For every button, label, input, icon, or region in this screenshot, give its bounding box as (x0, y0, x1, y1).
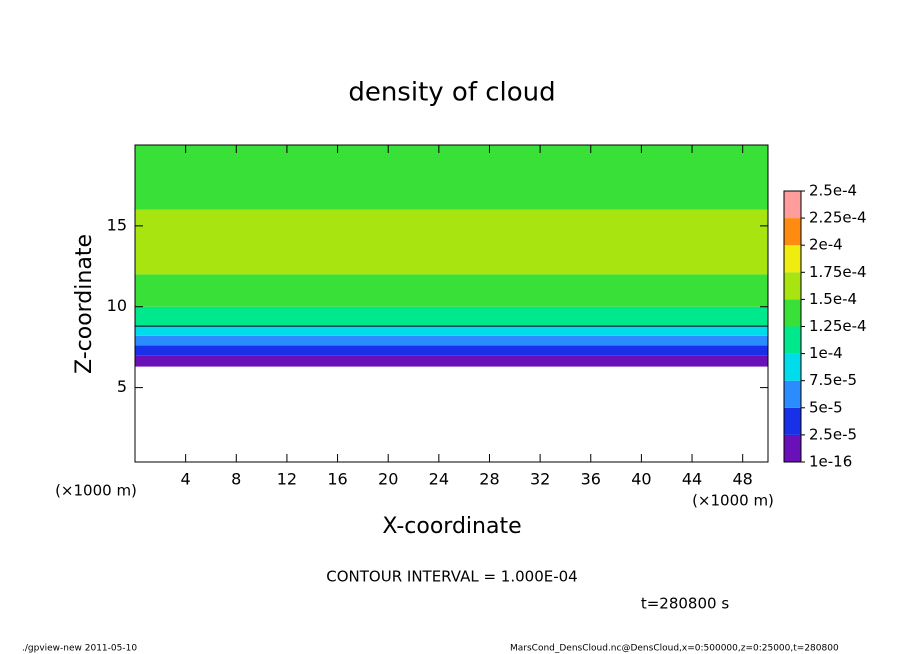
x-axis-label: X-coordinate (382, 514, 521, 539)
colorbar-label: 1.75e-4 (809, 263, 867, 281)
y-unit: (×1000 m) (55, 482, 137, 500)
field-band (135, 145, 768, 210)
colorbar-label: 5e-5 (809, 398, 843, 416)
x-tick-label: 40 (631, 470, 651, 489)
x-tick-label: 44 (682, 470, 702, 489)
colorbar-segment (784, 434, 801, 462)
x-tick-label: 48 (733, 470, 753, 489)
colorbar-segment (784, 245, 801, 273)
colorbar-label: 1e-16 (809, 453, 852, 471)
x-tick-label: 32 (530, 470, 550, 489)
x-tick-label: 24 (429, 470, 449, 489)
plot-frame (134, 144, 769, 463)
footer-right: MarsCond_DensCloud.nc@DensCloud,x=0:5000… (510, 644, 839, 654)
x-tick-label: 8 (231, 470, 241, 489)
field-band (135, 326, 768, 336)
x-unit: (×1000 m) (692, 492, 774, 510)
y-axis-label: Z-coordinate (72, 234, 97, 374)
y-tick-label: 5 (117, 377, 127, 396)
colorbar-label: 1.25e-4 (809, 317, 867, 335)
colorbar-label: 2.5e-4 (809, 182, 857, 200)
y-tick-label: 15 (107, 215, 127, 234)
colorbar-segment (784, 299, 801, 327)
colorbar-label: 1e-4 (809, 344, 843, 362)
x-tick-label: 36 (581, 470, 601, 489)
field-band (135, 345, 768, 356)
colorbar-label: 1.5e-4 (809, 290, 857, 308)
colorbar-segment (784, 353, 801, 381)
x-tick-label: 28 (479, 470, 499, 489)
field-band (135, 209, 768, 275)
footer-left: ./gpview-new 2011-05-10 (22, 644, 137, 654)
colorbar-label: 2e-4 (809, 236, 843, 254)
colorbar-label: 2.25e-4 (809, 209, 867, 227)
colorbar-segment (784, 191, 801, 219)
colorbar-segment (784, 272, 801, 300)
x-tick-label: 4 (181, 470, 191, 489)
contour-interval: CONTOUR INTERVAL = 1.000E-04 (326, 568, 577, 586)
colorbar-segment (784, 218, 801, 246)
time-label: t=280800 s (641, 595, 729, 613)
colorbar-segment (784, 380, 801, 408)
colorbar-segment (784, 407, 801, 435)
field-band (135, 335, 768, 346)
field-band (135, 306, 768, 327)
x-tick-label: 20 (378, 470, 398, 489)
colorbar-segment (784, 326, 801, 354)
x-tick-label: 16 (327, 470, 347, 489)
field-band (135, 355, 768, 367)
chart-title: density of cloud (348, 78, 555, 108)
x-tick-label: 12 (277, 470, 297, 489)
y-tick-label: 10 (107, 296, 127, 315)
field-band (135, 274, 768, 307)
colorbar-label: 7.5e-5 (809, 371, 857, 389)
colorbar-label: 2.5e-5 (809, 425, 857, 443)
